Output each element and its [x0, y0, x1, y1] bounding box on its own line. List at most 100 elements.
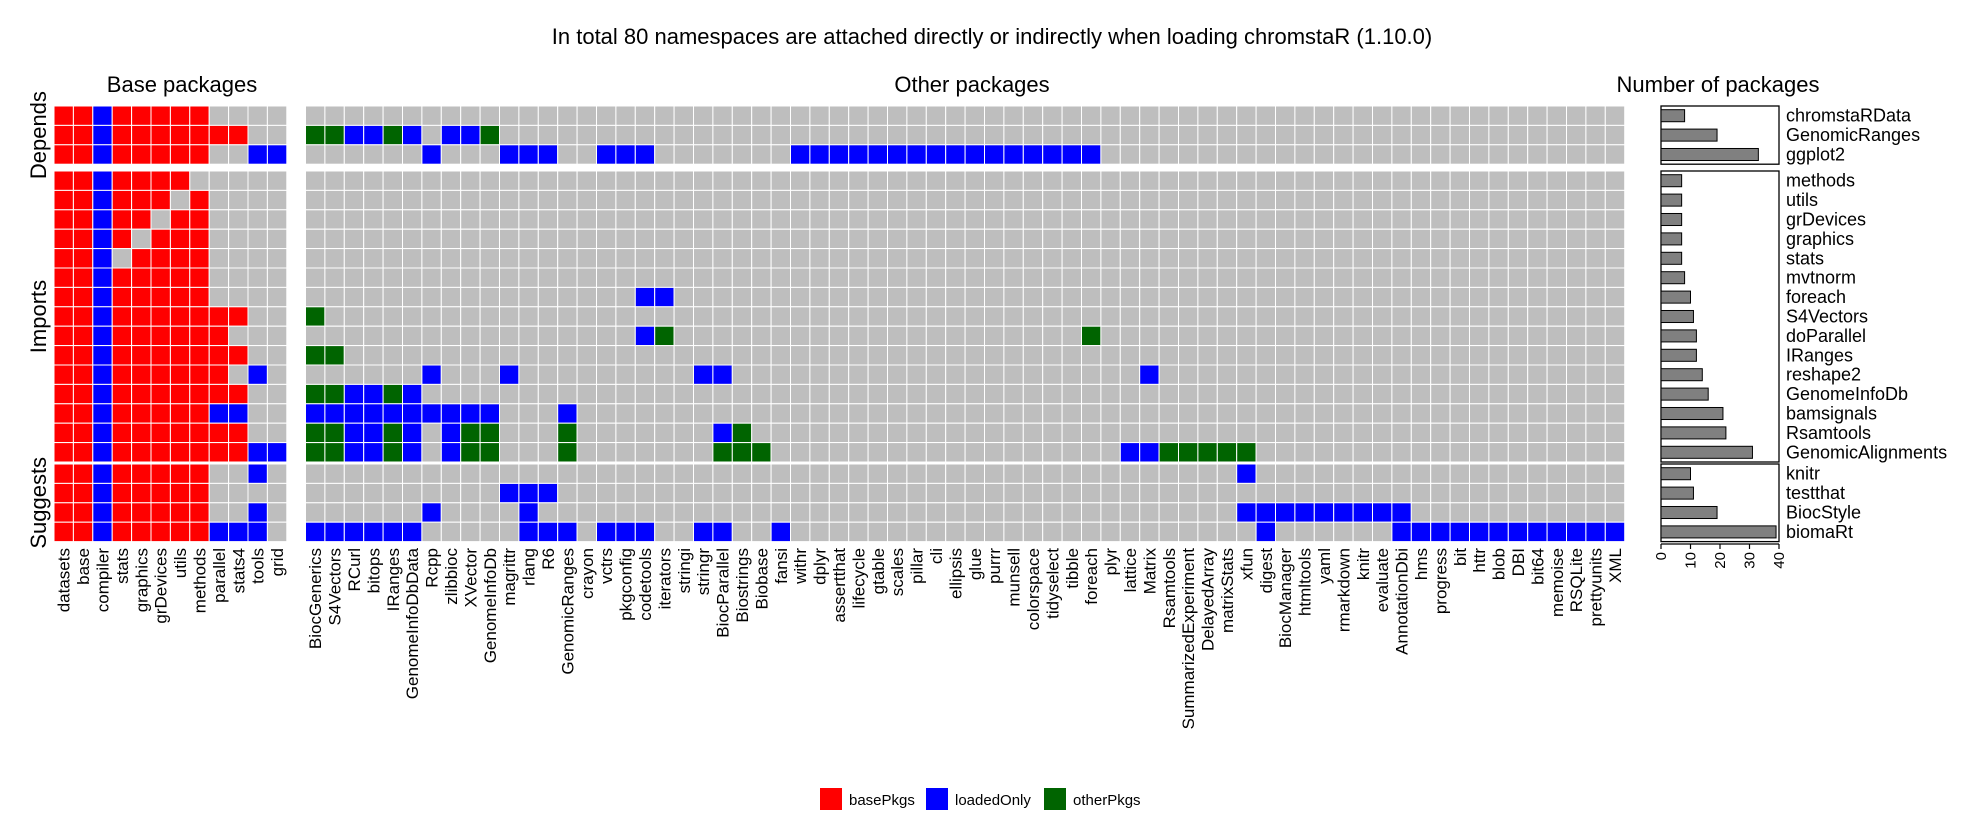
- heatmap-cell: [247, 306, 268, 327]
- heatmap-cell: [1100, 383, 1121, 405]
- heatmap-cell: [305, 442, 326, 463]
- heatmap-cell: [945, 228, 966, 250]
- heatmap-cell: [1216, 124, 1238, 146]
- heatmap-cell: [984, 345, 1005, 366]
- heatmap-cell: [1313, 286, 1335, 308]
- heatmap-cell: [790, 105, 811, 126]
- heatmap-cell: [634, 228, 656, 250]
- heatmap-cell: [189, 383, 210, 405]
- heatmap-cell: [848, 105, 869, 126]
- heatmap-cell: [460, 189, 481, 211]
- heatmap-cell: [751, 383, 772, 405]
- heatmap-cell: [1061, 105, 1082, 126]
- heatmap-cell: [1081, 521, 1102, 543]
- heatmap-cell: [1081, 124, 1102, 146]
- heatmap-cell: [731, 144, 753, 165]
- heatmap-cell: [751, 286, 772, 308]
- heatmap-cell: [1178, 345, 1199, 366]
- heatmap-cell: [324, 124, 345, 146]
- heatmap-cell: [1372, 248, 1393, 269]
- heatmap-cell: [1139, 267, 1160, 288]
- heatmap-cell: [1352, 442, 1373, 463]
- heatmap-cell: [731, 383, 753, 405]
- heatmap-cell: [131, 267, 152, 288]
- heatmap-cell: [1003, 170, 1024, 191]
- heatmap-cell: [828, 170, 850, 191]
- heatmap-cell: [557, 482, 578, 504]
- heatmap-cell: [615, 144, 636, 165]
- heatmap-cell: [1352, 502, 1373, 523]
- heatmap-cell: [111, 286, 133, 308]
- heatmap-cell: [228, 482, 249, 504]
- heatmap-cell: [1372, 482, 1393, 504]
- heatmap-cell: [131, 482, 152, 504]
- heatmap-cell: [382, 482, 404, 504]
- heatmap-cell: [460, 105, 481, 126]
- column-label: BiocManager: [1276, 548, 1295, 649]
- heatmap-cell: [1488, 442, 1509, 463]
- heatmap-cell: [770, 124, 791, 146]
- heatmap-cell: [421, 228, 442, 250]
- heatmap-cell: [1410, 267, 1432, 288]
- heatmap-cell: [906, 502, 927, 523]
- heatmap-cell: [266, 189, 288, 211]
- heatmap-cell: [1275, 422, 1296, 444]
- heatmap-cell: [654, 442, 675, 463]
- heatmap-cell: [673, 267, 694, 288]
- heatmap-cell: [1507, 286, 1529, 308]
- heatmap-cell: [1178, 521, 1199, 543]
- heatmap-cell: [305, 248, 326, 269]
- heatmap-cell: [382, 189, 404, 211]
- heatmap-cell: [693, 306, 714, 327]
- heatmap-cell: [518, 502, 539, 523]
- heatmap-cell: [945, 306, 966, 327]
- heatmap-cell: [343, 482, 365, 504]
- heatmap-cell: [266, 170, 288, 191]
- heatmap-cell: [693, 286, 714, 308]
- heatmap-cell: [1313, 228, 1335, 250]
- heatmap-cell: [1507, 521, 1529, 543]
- heatmap-cell: [1294, 209, 1315, 230]
- heatmap-cell: [615, 345, 636, 366]
- heatmap-cell: [964, 364, 985, 385]
- heatmap-cell: [247, 502, 268, 523]
- heatmap-cell: [305, 124, 326, 146]
- heatmap-cell: [247, 403, 268, 424]
- heatmap-cell: [247, 105, 268, 126]
- heatmap-cell: [518, 345, 539, 366]
- heatmap-cell: [1352, 521, 1373, 543]
- heatmap-cell: [964, 345, 985, 366]
- heatmap-cell: [169, 502, 191, 523]
- heatmap-cell: [1081, 286, 1102, 308]
- heatmap-cell: [1061, 144, 1082, 165]
- heatmap-cell: [673, 325, 694, 347]
- heatmap-cell: [499, 482, 520, 504]
- heatmap-cell: [421, 463, 442, 484]
- heatmap-cell: [945, 286, 966, 308]
- row-label: knitr: [1786, 464, 1820, 484]
- heatmap-cell: [596, 521, 617, 543]
- heatmap-cell: [111, 267, 133, 288]
- count-bar: [1660, 212, 1683, 227]
- heatmap-cell: [421, 144, 442, 165]
- heatmap-cell: [1585, 170, 1606, 191]
- heatmap-cell: [634, 482, 656, 504]
- heatmap-cell: [440, 124, 462, 146]
- heatmap-cell: [1275, 442, 1296, 463]
- heatmap-cell: [809, 364, 830, 385]
- heatmap-cell: [169, 442, 191, 463]
- heatmap-cell: [1488, 325, 1509, 347]
- heatmap-cell: [848, 364, 869, 385]
- legend-swatch: [820, 788, 842, 810]
- heatmap-cell: [1216, 325, 1238, 347]
- heatmap-cell: [1216, 209, 1238, 230]
- heatmap-cell: [790, 209, 811, 230]
- column-label: matrixStats: [1218, 548, 1237, 633]
- heatmap-cell: [1119, 267, 1141, 288]
- heatmap-cell: [615, 403, 636, 424]
- heatmap-cell: [1294, 482, 1315, 504]
- heatmap-cell: [92, 403, 113, 424]
- heatmap-cell: [693, 209, 714, 230]
- heatmap-cell: [1566, 124, 1587, 146]
- heatmap-cell: [1604, 403, 1626, 424]
